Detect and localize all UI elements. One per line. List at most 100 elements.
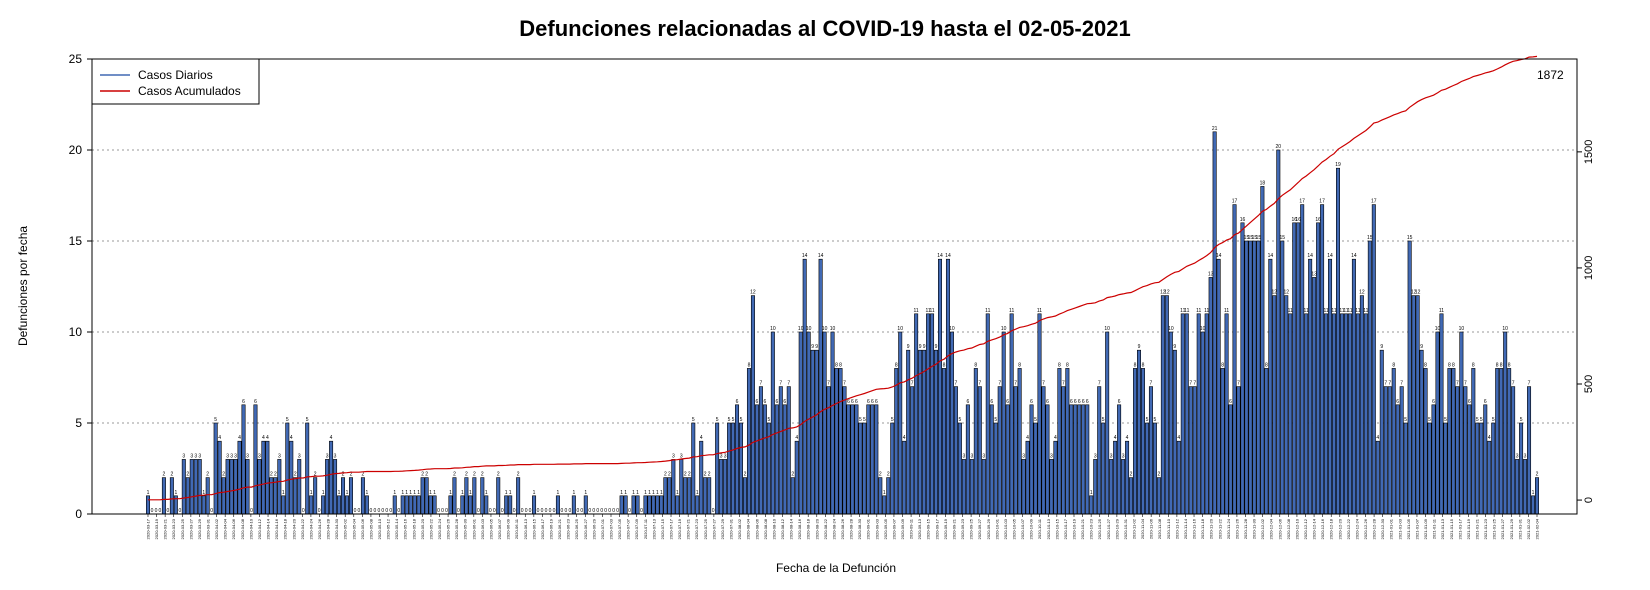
bar <box>993 422 998 515</box>
bar <box>1439 313 1444 515</box>
bar-value-label: 8 <box>839 362 842 368</box>
cumulative-line <box>148 55 1538 501</box>
bar <box>1499 368 1504 515</box>
bar <box>424 477 429 515</box>
bar <box>1519 422 1524 515</box>
bar <box>683 477 688 515</box>
bar <box>1467 404 1472 515</box>
x-tick-label: 2021-01-15 <box>1449 518 1454 539</box>
bar-value-label: 8 <box>748 362 751 368</box>
bar <box>1077 404 1082 515</box>
bar-value-label: 0 <box>167 508 170 514</box>
bar-value-label: 2 <box>294 472 297 478</box>
bar-value-label: 0 <box>489 508 492 514</box>
x-tick-label: 2020-05-06 <box>360 518 365 539</box>
bar-value-label: 12 <box>1160 290 1166 296</box>
bar <box>1391 368 1396 515</box>
bar <box>1272 295 1277 515</box>
bar <box>1324 313 1329 515</box>
bar <box>408 495 413 515</box>
bar-value-label: 3 <box>258 453 261 459</box>
bar-value-label: 2 <box>342 472 345 478</box>
y2-tick-label: 1000 <box>1583 256 1595 280</box>
bar-value-label: 5 <box>732 417 735 423</box>
bar <box>822 331 827 515</box>
bar <box>1113 440 1118 515</box>
bar-value-label: 16 <box>1315 217 1321 223</box>
bar-value-label: 2 <box>274 472 277 478</box>
x-tick-label: 2020-12-28 <box>1372 518 1377 539</box>
bar <box>814 349 819 515</box>
bar-value-label: 4 <box>1054 435 1057 441</box>
bar-value-label: 5 <box>1480 417 1483 423</box>
bar <box>746 368 751 515</box>
bar-value-label: 9 <box>815 344 818 350</box>
bar <box>1200 331 1205 515</box>
bar-value-label: 0 <box>541 508 544 514</box>
bar-value-label: 7 <box>1014 381 1017 387</box>
bar <box>1359 295 1364 515</box>
bar-value-label: 3 <box>1516 453 1519 459</box>
bar-value-label: 4 <box>1376 435 1379 441</box>
legend-label-cumulative: Casos Acumulados <box>138 84 241 98</box>
bar <box>1300 204 1305 515</box>
y-tick-label: 25 <box>69 52 83 66</box>
bar <box>830 331 835 515</box>
bar <box>1101 422 1106 515</box>
bar <box>1248 240 1253 515</box>
bar <box>321 495 326 515</box>
bar <box>221 477 226 515</box>
x-tick-label: 2020-07-03 <box>609 518 614 539</box>
bar-value-label: 9 <box>935 344 938 350</box>
bar <box>910 386 915 515</box>
x-tick-label: 2020-11-08 <box>1157 518 1162 539</box>
bar <box>1427 422 1432 515</box>
x-tick-label: 2020-05-12 <box>386 518 391 539</box>
bar <box>225 459 230 515</box>
x-tick-label: 2020-03-21 <box>163 518 168 539</box>
bar-value-label: 17 <box>1232 199 1238 205</box>
bar-value-label: 11 <box>914 308 919 314</box>
bar-value-label: 12 <box>750 290 756 296</box>
bar-value-label: 3 <box>1524 453 1527 459</box>
bar <box>1013 386 1018 515</box>
x-tick-label: 2020-07-05 <box>617 518 622 539</box>
x-tick-label: 2020-04-26 <box>317 518 322 539</box>
bar <box>1312 277 1317 515</box>
bar-value-label: 6 <box>1006 399 1009 405</box>
bar-value-label: 10 <box>806 326 812 332</box>
bar-value-label: 1 <box>676 490 679 496</box>
bar <box>850 404 855 515</box>
bar <box>894 368 899 515</box>
bar <box>739 422 744 515</box>
bar <box>1308 258 1313 515</box>
bar-value-label: 1 <box>147 490 150 496</box>
bar <box>277 459 282 515</box>
bar-value-label: 7 <box>998 381 1001 387</box>
bar <box>778 386 783 515</box>
bar <box>305 422 310 515</box>
bar-value-label: 8 <box>1058 362 1061 368</box>
x-tick-label: 2020-11-26 <box>1234 518 1239 539</box>
x-tick-label: 2020-11-16 <box>1192 518 1197 539</box>
bar-value-label: 0 <box>612 508 615 514</box>
bar <box>961 459 966 515</box>
bar <box>754 404 759 515</box>
bar-value-label: 16 <box>1295 217 1301 223</box>
x-tick-label: 2020-08-16 <box>797 518 802 539</box>
bar-value-label: 2 <box>887 472 890 478</box>
bar-value-label: 11 <box>1224 308 1229 314</box>
x-tick-label: 2020-06-23 <box>566 518 571 539</box>
bar <box>1049 459 1054 515</box>
x-tick-label: 2020-06-25 <box>574 518 579 539</box>
bar-value-label: 1 <box>696 490 699 496</box>
y-tick-label: 10 <box>69 325 83 339</box>
bar-value-label: 5 <box>891 417 894 423</box>
bar-value-label: 0 <box>588 508 591 514</box>
bar-value-label: 6 <box>855 399 858 405</box>
x-tick-label: 2020-09-21 <box>951 518 956 539</box>
bar-value-label: 11 <box>1343 308 1348 314</box>
bar <box>846 404 851 515</box>
x-tick-label: 2020-04-08 <box>240 518 245 539</box>
bar <box>838 368 843 515</box>
